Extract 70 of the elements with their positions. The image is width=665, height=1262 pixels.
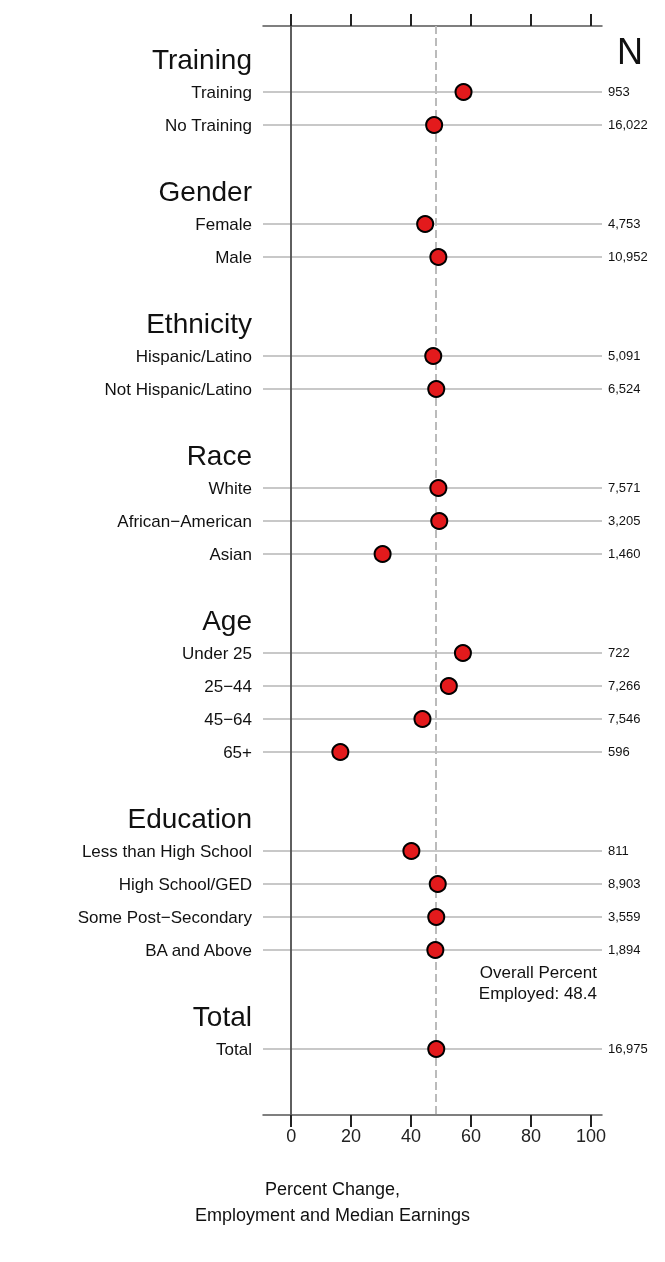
point <box>373 545 392 563</box>
text: N <box>617 31 643 73</box>
text: 3,559 <box>608 909 641 924</box>
point <box>427 908 446 926</box>
text: 7,571 <box>608 480 641 495</box>
text: 1,894 <box>608 942 641 957</box>
text: 16,022 <box>608 117 648 132</box>
point <box>453 644 472 662</box>
point <box>427 1040 446 1058</box>
text: 4,753 <box>608 216 641 231</box>
x-tick-label: 0 <box>286 1126 297 1146</box>
y-tick-label: Total <box>192 1000 252 1032</box>
point <box>428 875 447 893</box>
point <box>429 248 448 266</box>
point <box>416 215 435 233</box>
y-tick-label: Age <box>202 604 252 636</box>
text: 596 <box>608 744 630 759</box>
point <box>454 83 473 101</box>
text: 6,524 <box>608 381 641 396</box>
x-tick-label: 20 <box>341 1126 362 1146</box>
point <box>331 743 350 761</box>
y-tick-label: Gender <box>158 175 252 207</box>
text: 1,460 <box>608 546 641 561</box>
y-tick-label: Training <box>191 82 252 102</box>
x-tick-label: 100 <box>575 1126 606 1146</box>
y-tick-label: BA and Above <box>145 940 252 960</box>
point <box>424 347 443 365</box>
y-tick-label: Less than High School <box>81 841 252 861</box>
text: 953 <box>608 84 630 99</box>
x-tick-label: 80 <box>520 1126 541 1146</box>
text: 811 <box>608 843 629 858</box>
point <box>439 677 458 695</box>
x-axis-title: Percent Change, Employment and Median Earnings <box>194 1179 471 1225</box>
point <box>427 380 446 398</box>
y-tick-label: Education <box>127 802 252 834</box>
y-tick-label: Female <box>195 214 252 234</box>
text: 722 <box>608 645 630 660</box>
y-tick-label: High School/GED <box>118 874 252 894</box>
x-tick-label: 60 <box>461 1126 482 1146</box>
point <box>430 512 449 530</box>
point <box>425 116 444 134</box>
y-tick-label: Male <box>215 247 252 267</box>
text: 7,266 <box>608 678 641 693</box>
y-tick-label: Race <box>186 439 252 471</box>
y-tick-label: Some Post−Secondary <box>77 907 253 927</box>
point <box>402 842 421 860</box>
text: 3,205 <box>608 513 641 528</box>
y-tick-label: Training <box>151 43 252 75</box>
text: 10,952 <box>608 249 648 264</box>
y-tick-label: 25−44 <box>204 676 252 696</box>
text: 16,975 <box>608 1041 648 1056</box>
text: 5,091 <box>608 348 641 363</box>
text: 8,903 <box>608 876 641 891</box>
text: 7,546 <box>608 711 641 726</box>
y-tick-label: 45−64 <box>204 709 252 729</box>
y-tick-label: Ethnicity <box>146 307 252 339</box>
y-tick-label: Not Hispanic/Latino <box>104 379 252 399</box>
y-tick-label: Under 25 <box>182 643 252 663</box>
point <box>426 941 445 959</box>
y-tick-label: Total <box>216 1039 252 1059</box>
y-tick-label: African−American <box>117 511 252 531</box>
x-tick-label: 40 <box>401 1126 422 1146</box>
y-tick-label: Asian <box>209 544 252 564</box>
y-tick-label: White <box>208 478 252 498</box>
point <box>413 710 432 728</box>
y-tick-label: Hispanic/Latino <box>135 346 252 366</box>
point <box>429 479 448 497</box>
y-tick-label: No Training <box>165 115 252 135</box>
ref-line-label: Overall Percent Employed: 48.4 <box>478 963 598 1003</box>
y-tick-label: 65+ <box>223 742 253 762</box>
